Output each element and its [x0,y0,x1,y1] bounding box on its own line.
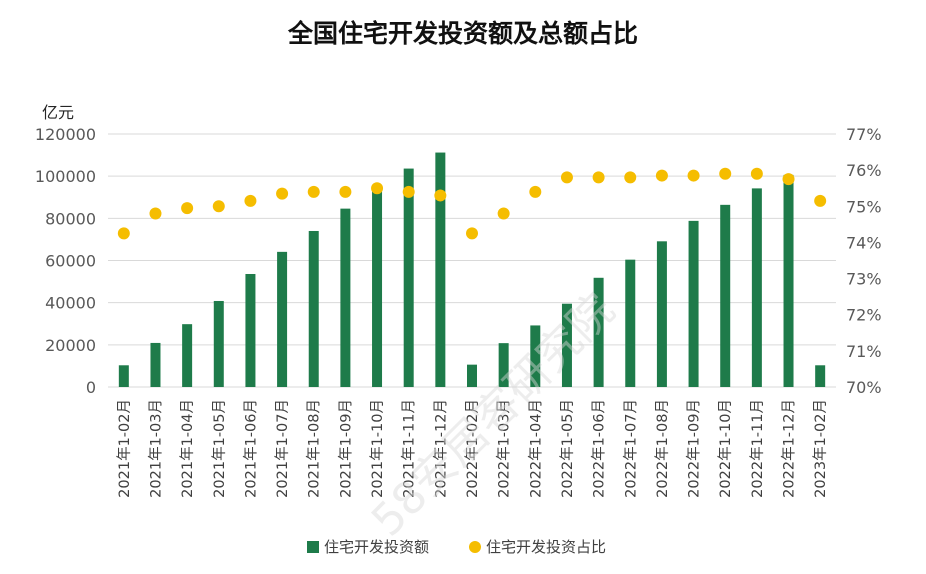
x-tick-label: 2021年1-04月 [179,399,196,498]
scatter-point [307,185,320,198]
bar [530,325,541,387]
x-tick-label: 2022年1-03月 [496,399,513,498]
y-left-axis-label: 亿元 [42,103,74,122]
x-tick-label: 2022年1-06月 [591,399,608,498]
x-tick-label: 2021年1-06月 [242,399,259,498]
y-right-tick-label: 72% [846,306,882,325]
x-tick-label: 2022年1-02月 [464,399,481,498]
bar [245,273,256,387]
scatter-point [560,171,573,184]
x-tick-label: 2022年1-09月 [686,399,703,498]
scatter-point [719,167,732,180]
bar [340,208,351,387]
legend-dot-swatch [469,541,481,553]
x-tick-label: 2021年1-08月 [306,399,323,498]
scatter-point [466,227,478,240]
y-left-tick-label: 100000 [35,167,96,186]
bar [751,188,762,387]
x-tick-label: 2022年1-12月 [781,399,798,498]
legend-bar-swatch [307,541,319,553]
x-tick-label: 2022年1-10月 [717,399,734,498]
bar [150,342,161,387]
x-tick-label: 2021年1-07月 [274,399,291,498]
bar [372,186,383,387]
x-tick-label: 2022年1-11月 [749,399,766,498]
scatter-point [624,171,637,184]
bar [593,277,604,387]
scatter-point [434,189,447,202]
y-right-tick-label: 75% [846,197,882,216]
y-right-tick-label: 76% [846,161,882,180]
legend-dot-label: 住宅开发投资占比 [486,538,606,556]
x-tick-label: 2022年1-07月 [622,399,639,498]
bar [656,241,667,387]
x-tick-label: 2022年1-05月 [559,399,576,498]
x-tick-label: 2021年1-09月 [337,399,354,498]
bar [783,174,794,387]
x-tick-label: 2022年1-08月 [654,399,671,498]
scatter-point [814,194,827,207]
bar [213,300,224,387]
scatter-point [592,171,605,184]
scatter-point [655,169,668,182]
legend-bar-label: 住宅开发投资额 [324,538,429,556]
scatter-point [212,200,225,213]
scatter-point [782,173,795,186]
scatter-point [149,207,162,220]
bar [720,204,731,387]
scatter-point [117,227,130,240]
scatter-point [181,202,194,215]
bar [561,303,572,387]
y-left-tick-label: 0 [86,378,96,397]
y-right-tick-label: 74% [846,233,882,252]
x-tick-label: 2021年1-10月 [369,399,386,498]
bar [277,251,288,387]
scatter-point [371,182,384,195]
bar [118,365,129,387]
bar [688,220,699,387]
x-tick-label: 2021年1-03月 [147,399,164,498]
y-left-tick-label: 60000 [45,252,96,271]
scatter-point [687,169,700,182]
scatter-point [750,167,763,180]
chart-title: 全国住宅开发投资额及总额占比 [287,19,638,48]
y-right-tick-label: 73% [846,270,882,289]
y-right-tick-label: 71% [846,342,882,361]
x-tick-label: 2023年1-02月 [812,399,829,498]
bar [815,365,826,387]
scatter-point [339,185,352,198]
bar [308,230,319,387]
x-tick-label: 2021年1-12月 [432,399,449,498]
bar [403,168,414,387]
bar [182,324,193,387]
y-left-tick-label: 120000 [35,125,96,144]
bar [498,343,509,387]
y-left-tick-label: 80000 [45,209,96,228]
scatter-point [244,194,257,207]
y-right-tick-label: 70% [846,378,882,397]
scatter-point [402,185,415,198]
scatter-point [276,187,289,200]
scatter-point [529,185,542,198]
y-left-tick-label: 40000 [45,294,96,313]
x-tick-label: 2021年1-11月 [401,399,418,498]
y-left-tick-label: 20000 [45,336,96,355]
scatter-point [497,207,510,220]
bar [467,364,477,387]
x-tick-label: 2021年1-05月 [211,399,228,498]
x-tick-label: 2022年1-04月 [527,399,544,498]
bar [435,152,446,387]
x-tick-label: 2021年1-02月 [116,399,133,498]
bar [625,259,636,387]
y-right-tick-label: 77% [846,125,882,144]
